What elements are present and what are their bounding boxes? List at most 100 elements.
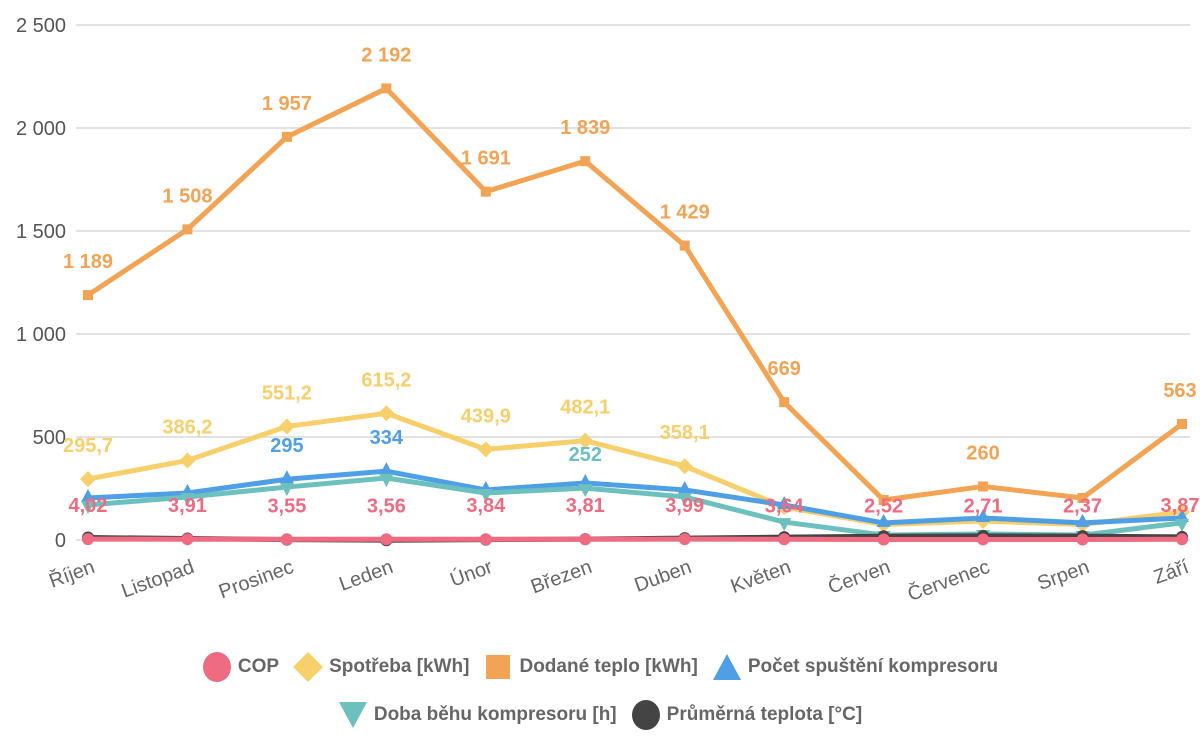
- legend-item[interactable]: Spotřeba [kWh]: [293, 652, 469, 682]
- series-3: [81, 462, 1189, 527]
- data-label: 295: [270, 435, 303, 457]
- data-point[interactable]: [677, 480, 692, 494]
- data-point[interactable]: [281, 131, 292, 142]
- legend-item[interactable]: Průměrná teplota [°C]: [631, 700, 863, 730]
- data-point[interactable]: [679, 240, 690, 251]
- data-point[interactable]: [779, 397, 790, 408]
- data-label: 3,55: [267, 495, 306, 517]
- data-label: 1 508: [162, 185, 212, 207]
- data-point[interactable]: [379, 473, 394, 487]
- series-line: [87, 410, 1183, 528]
- data-point[interactable]: [378, 405, 395, 422]
- data-label: 252: [569, 444, 602, 466]
- data-point[interactable]: [677, 492, 692, 506]
- x-tick-label: Říjen: [46, 555, 98, 593]
- data-label: 1 691: [461, 148, 511, 170]
- data-point[interactable]: [978, 481, 989, 492]
- data-point[interactable]: [280, 533, 293, 546]
- data-point[interactable]: [577, 432, 594, 449]
- data-point[interactable]: [579, 533, 592, 546]
- x-tick-label: Listopad: [119, 556, 198, 603]
- data-label: 386,2: [162, 416, 212, 438]
- data-label: 1 957: [262, 93, 312, 115]
- legend-row-2: Doba běhu kompresoru [h] Průměrná teplota…: [0, 700, 1200, 730]
- x-tick-label: Květen: [728, 556, 794, 598]
- data-point[interactable]: [479, 533, 492, 546]
- legend-label: Spotřeba [kWh]: [329, 656, 470, 677]
- data-point[interactable]: [380, 533, 393, 546]
- data-point[interactable]: [777, 518, 792, 532]
- legend-item[interactable]: Doba běhu kompresoru [h]: [338, 700, 617, 730]
- legend-label: Doba běhu kompresoru [h]: [373, 704, 617, 725]
- y-tick-label: 2 500: [16, 15, 66, 37]
- data-point[interactable]: [676, 458, 693, 475]
- data-point[interactable]: [877, 533, 890, 546]
- y-tick-label: 2 000: [16, 118, 66, 140]
- data-point[interactable]: [478, 489, 493, 503]
- legend-label: Průměrná teplota [°C]: [666, 704, 863, 725]
- data-point[interactable]: [1075, 513, 1090, 527]
- series-2: [83, 83, 1187, 506]
- data-point[interactable]: [279, 470, 294, 484]
- data-label: 615,2: [361, 369, 411, 391]
- data-point[interactable]: [878, 495, 889, 506]
- x-tick-label: Leden: [336, 556, 396, 596]
- data-label: 3,56: [367, 495, 406, 517]
- data-point[interactable]: [578, 484, 593, 498]
- y-tick-label: 500: [33, 427, 66, 449]
- data-point[interactable]: [778, 533, 791, 546]
- data-point[interactable]: [81, 488, 95, 502]
- data-point[interactable]: [678, 533, 691, 546]
- x-tick-label: Červenec: [904, 555, 992, 606]
- series-1: [80, 405, 1190, 533]
- data-label: 482,1: [560, 397, 610, 419]
- data-label: 1 429: [660, 202, 710, 224]
- data-point[interactable]: [580, 156, 591, 167]
- data-point[interactable]: [181, 533, 194, 546]
- data-label: 3,87: [1161, 495, 1200, 517]
- data-point[interactable]: [279, 483, 294, 497]
- legend-row-1: COP Spotřeba [kWh] Dodané teplo [kWh] Počet…: [0, 652, 1200, 682]
- data-point[interactable]: [477, 441, 494, 458]
- data-point[interactable]: [1176, 533, 1188, 546]
- triangle-down-legend-icon: [338, 702, 367, 728]
- data-label: 295,7: [63, 435, 113, 457]
- data-point[interactable]: [83, 290, 93, 301]
- legend-item[interactable]: Počet spuštění kompresoru: [712, 652, 998, 682]
- data-point[interactable]: [179, 452, 196, 469]
- data-point[interactable]: [578, 473, 593, 487]
- data-point[interactable]: [977, 533, 990, 546]
- data-point[interactable]: [381, 83, 392, 94]
- circle-legend-icon: [202, 652, 231, 682]
- circle-legend-icon: [631, 700, 660, 730]
- data-label: 563: [1163, 380, 1196, 402]
- data-point[interactable]: [480, 186, 491, 197]
- x-tick-label: Červen: [825, 555, 893, 599]
- data-point[interactable]: [82, 533, 94, 546]
- data-point[interactable]: [180, 492, 195, 506]
- data-point[interactable]: [876, 513, 891, 527]
- legend-item[interactable]: COP: [202, 652, 279, 682]
- data-point[interactable]: [777, 495, 792, 509]
- data-point[interactable]: [1077, 492, 1088, 503]
- data-point[interactable]: [278, 418, 295, 435]
- data-point[interactable]: [1076, 533, 1089, 546]
- data-point[interactable]: [976, 508, 991, 522]
- data-label: 3,91: [168, 495, 207, 517]
- legend-item[interactable]: Dodané teplo [kWh]: [483, 652, 698, 682]
- data-point[interactable]: [81, 500, 95, 514]
- data-point[interactable]: [182, 224, 193, 235]
- data-label: 551,2: [262, 382, 312, 404]
- data-point[interactable]: [1177, 419, 1187, 430]
- y-tick-label: 0: [55, 530, 66, 552]
- data-label: 4,02: [69, 495, 108, 517]
- data-label: 2,52: [864, 495, 903, 517]
- data-point[interactable]: [1175, 518, 1189, 532]
- data-point[interactable]: [80, 471, 96, 488]
- data-point[interactable]: [379, 462, 394, 476]
- triangle-legend-icon: [712, 654, 741, 680]
- data-point[interactable]: [1175, 508, 1189, 522]
- x-tick-label: Duben: [632, 556, 695, 597]
- x-tick-label: Březen: [528, 556, 595, 598]
- data-label: 260: [966, 442, 999, 464]
